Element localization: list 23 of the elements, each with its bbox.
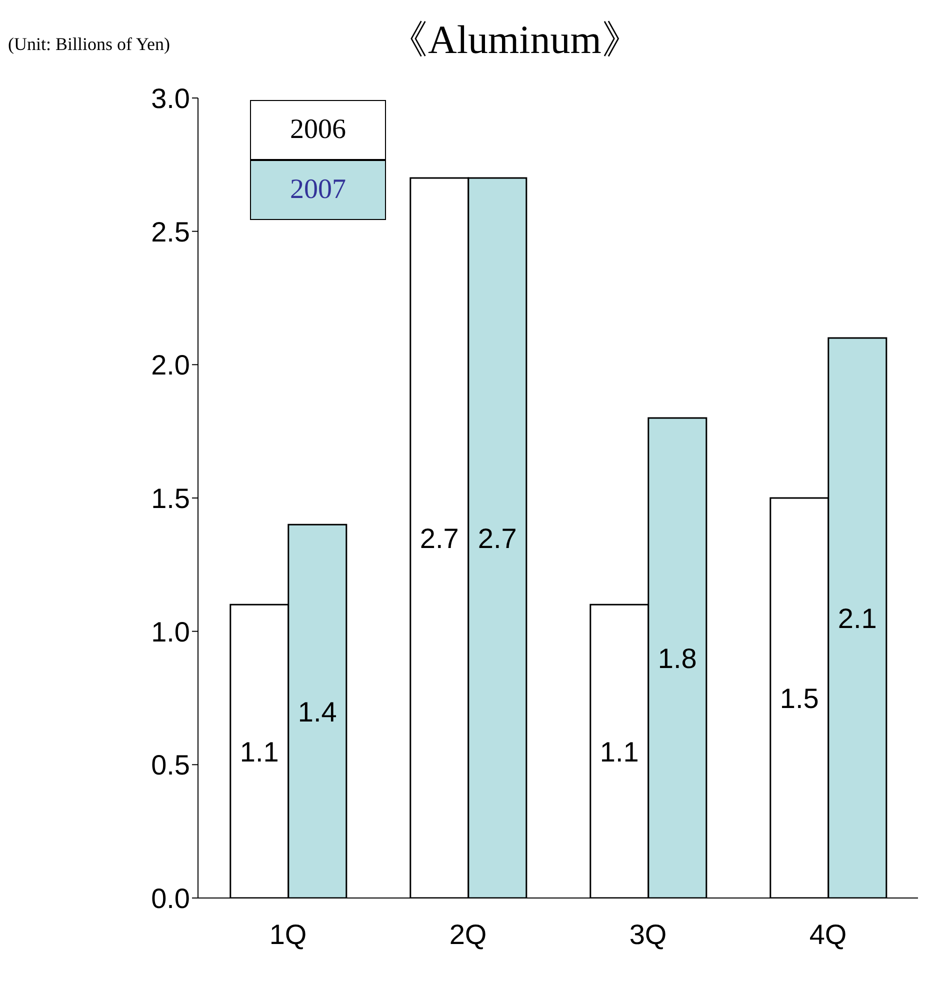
data-label: 1.1	[600, 736, 639, 768]
data-label: 2.7	[478, 522, 517, 554]
y-tick-label: 1.5	[151, 482, 190, 514]
x-tick-label: 2Q	[449, 918, 487, 950]
y-tick-label: 1.0	[151, 616, 190, 648]
y-tick-label: 2.5	[151, 216, 190, 248]
text: 2006	[251, 101, 385, 159]
chart-title: 《Aluminum》	[388, 16, 642, 64]
legend-label: 2007	[251, 159, 385, 219]
x-tick-label: 3Q	[629, 918, 667, 950]
data-label: 2.7	[420, 522, 459, 554]
x-tick-label: 1Q	[269, 918, 307, 950]
text: (Unit: Billions of Yen)	[8, 34, 170, 55]
y-tick-label: 2.0	[151, 350, 190, 381]
y-tick-label: 0.5	[151, 750, 190, 781]
x-tick-label: 4Q	[809, 918, 847, 950]
y-tick-label: 3.0	[151, 82, 190, 114]
data-label: 1.8	[658, 642, 697, 674]
y-tick-label: 0.0	[151, 882, 190, 914]
data-label: 1.4	[298, 696, 337, 728]
data-label: 2.1	[838, 602, 877, 634]
data-label: 1.5	[780, 682, 819, 714]
data-label: 1.1	[240, 736, 279, 768]
